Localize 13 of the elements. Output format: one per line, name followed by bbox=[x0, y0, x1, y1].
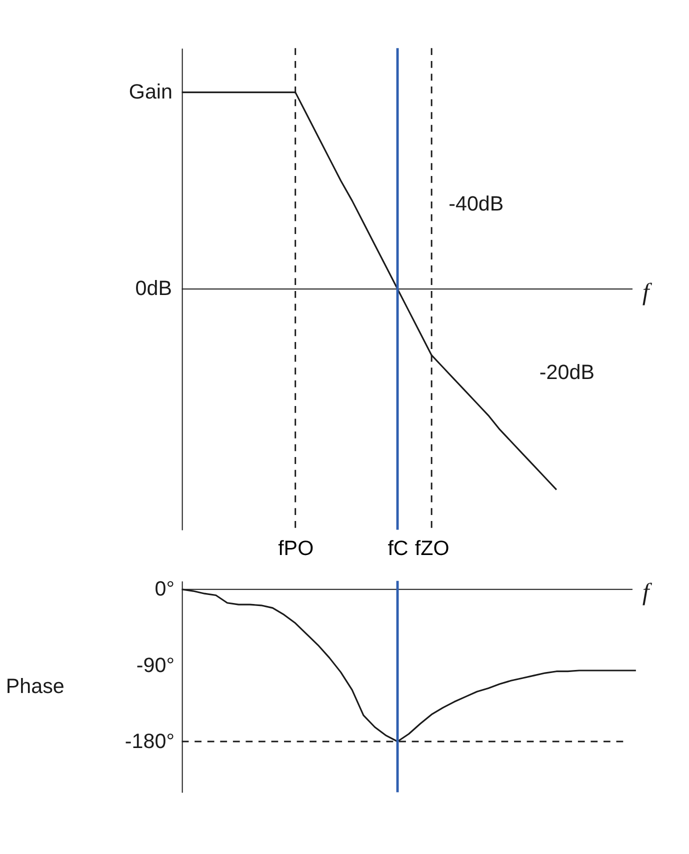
x-axis-title: f bbox=[642, 579, 652, 606]
y-axis-title: Gain bbox=[128, 80, 172, 104]
text: 0dB bbox=[135, 276, 172, 300]
annotation: -20dB bbox=[539, 361, 594, 384]
x-tick-label: fZO bbox=[414, 536, 450, 560]
x-tick-label: fC bbox=[388, 536, 408, 560]
y-axis-title: Phase bbox=[6, 674, 64, 698]
y-tick-label: -180° bbox=[124, 730, 174, 753]
y-tick-label: 0° bbox=[154, 578, 174, 601]
y-tick-label: -90° bbox=[136, 654, 174, 677]
x-axis-title: f bbox=[642, 278, 652, 306]
annotation: -40dB bbox=[448, 192, 504, 216]
x-tick-label: fPO bbox=[278, 536, 314, 560]
